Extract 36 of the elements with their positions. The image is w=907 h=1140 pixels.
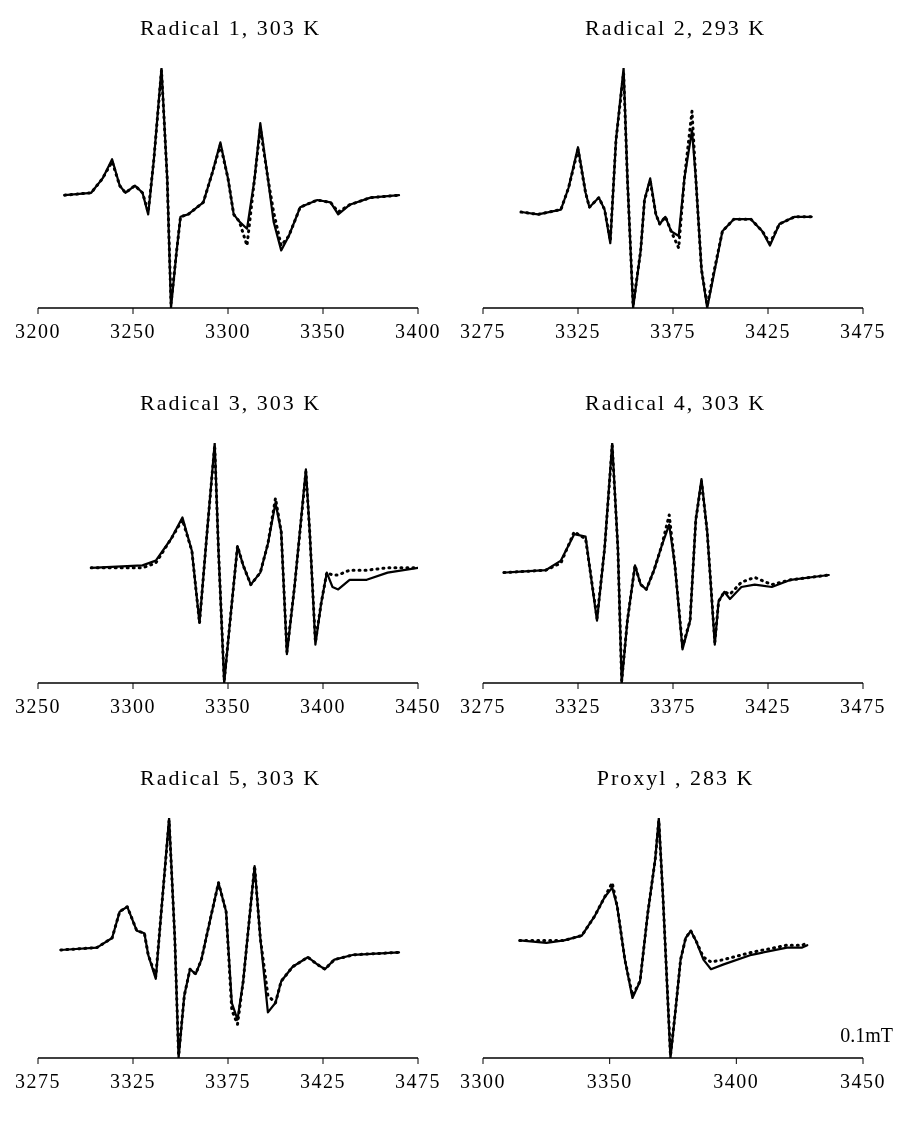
x-tick-label: 3200	[15, 320, 61, 343]
x-tick-label: 3400	[713, 1070, 760, 1093]
x-tick-label: 3375	[650, 695, 696, 718]
x-tick-label: 3425	[745, 695, 791, 718]
x-tick-label: 3325	[555, 320, 601, 343]
chart-title: Radical 2, 293 K	[583, 14, 768, 42]
x-tick-label: 3450	[395, 695, 441, 718]
x-tick-label: 3450	[840, 1070, 886, 1093]
chart-title: Radical 3, 303 K	[138, 389, 323, 417]
x-tick-label: 3250	[110, 320, 156, 343]
x-tick-label: 3250	[15, 695, 61, 718]
x-tick-label: 3300	[460, 1070, 506, 1093]
x-tick-label: 3275	[460, 695, 506, 718]
x-tick-label: 3475	[395, 1070, 441, 1093]
x-tick-label: 3375	[205, 1070, 251, 1093]
x-tick-label: 3300	[110, 695, 156, 718]
x-tick-label: 3325	[110, 1070, 156, 1093]
x-tick-label: 3475	[840, 695, 886, 718]
chart-title: Radical 5, 303 K	[138, 764, 323, 792]
x-axis-title: 0.1mT	[840, 1024, 893, 1047]
chart-title: Proxyl , 283 K	[595, 764, 756, 792]
x-tick-label: 3400	[300, 695, 346, 718]
x-tick-label: 3400	[395, 320, 441, 343]
x-tick-label: 3275	[460, 320, 506, 343]
x-tick-label: 3300	[205, 320, 251, 343]
x-tick-label: 3350	[300, 320, 346, 343]
x-tick-label: 3475	[840, 320, 886, 343]
chart-title: Radical 1, 303 K	[138, 14, 323, 42]
x-tick-label: 3350	[205, 695, 251, 718]
x-tick-label: 3425	[300, 1070, 346, 1093]
x-tick-label: 3350	[586, 1070, 633, 1093]
x-tick-label: 3325	[555, 695, 601, 718]
x-tick-label: 3375	[650, 320, 696, 343]
chart-title: Radical 4, 303 K	[583, 389, 768, 417]
x-tick-label: 3275	[15, 1070, 61, 1093]
x-tick-label: 3425	[745, 320, 791, 343]
